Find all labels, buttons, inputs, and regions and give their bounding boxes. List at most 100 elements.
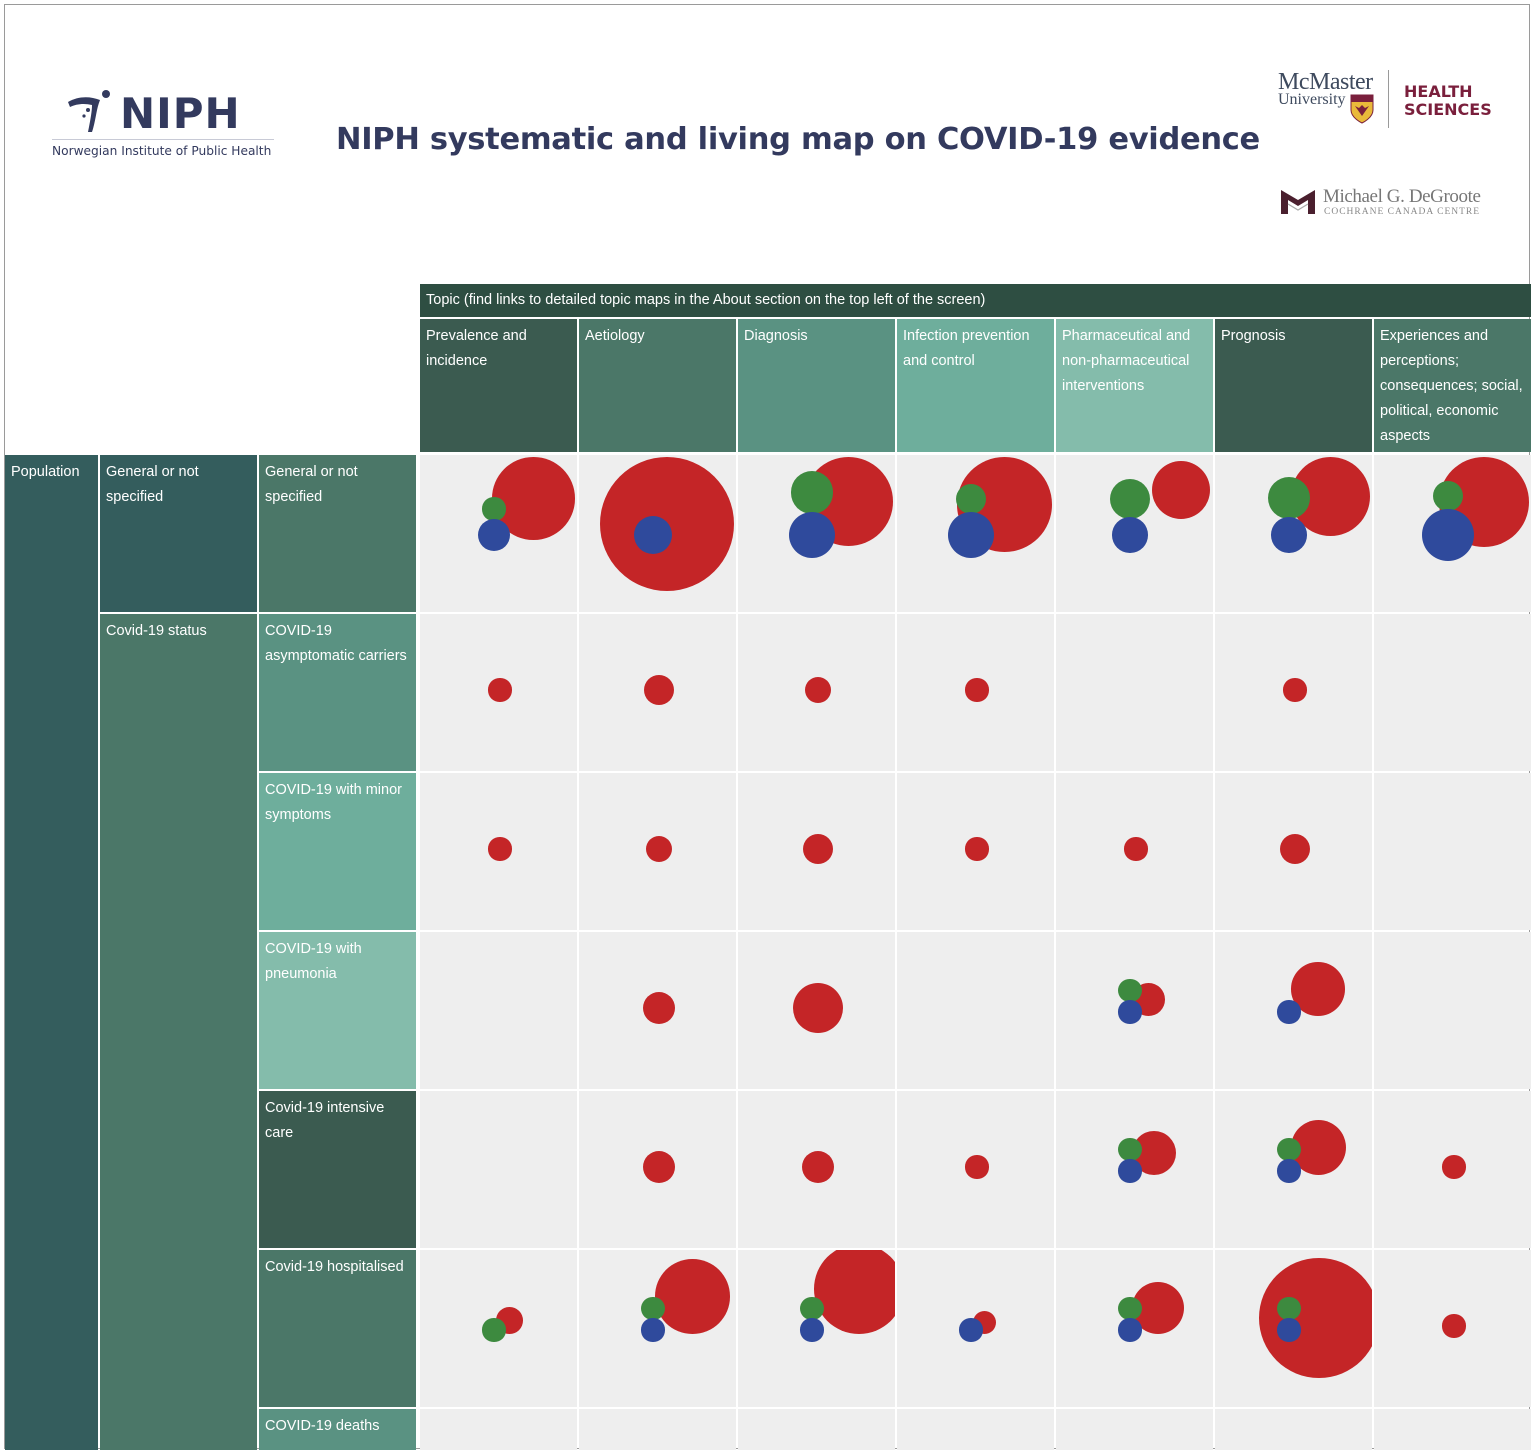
bubble-blue[interactable] <box>1112 517 1148 553</box>
map-cell-covid-19-intensive-care-aetiology[interactable] <box>579 1091 736 1248</box>
row-header-deaths[interactable]: COVID-19 deaths <box>259 1409 416 1450</box>
bubble-red[interactable] <box>488 678 512 702</box>
bubble-green[interactable] <box>1277 1297 1301 1321</box>
bubble-green[interactable] <box>482 497 506 521</box>
map-cell-covid-19-intensive-care-experiences-and-percepti[interactable] <box>1374 1091 1531 1248</box>
map-cell-covid-19-with-pneumonia-prognosis[interactable] <box>1215 932 1372 1089</box>
map-cell-covid-19-hospitalised-diagnosis[interactable] <box>738 1250 895 1407</box>
bubble-blue[interactable] <box>1422 509 1474 561</box>
map-cell-general-or-not-specified-prognosis[interactable] <box>1215 455 1372 612</box>
map-cell-covid-19-with-minor-symptoms-diagnosis[interactable] <box>738 773 895 930</box>
map-cell-covid-19-intensive-care-infection-prevention-and[interactable] <box>897 1091 1054 1248</box>
map-cell-covid-19-intensive-care-prognosis[interactable] <box>1215 1091 1372 1248</box>
bubble-blue[interactable] <box>1277 1318 1301 1342</box>
map-cell-covid-19-deaths-infection-prevention-and[interactable] <box>897 1409 1054 1450</box>
map-cell-covid-19-with-minor-symptoms-experiences-and-percepti[interactable] <box>1374 773 1531 930</box>
map-cell-covid-19-deaths-prevalence-and-incidence[interactable] <box>420 1409 577 1450</box>
bubble-red[interactable] <box>965 837 989 861</box>
column-header-infection-prevention[interactable]: Infection prevention and control <box>897 319 1054 452</box>
bubble-blue[interactable] <box>1271 517 1307 553</box>
map-cell-covid-19-deaths-diagnosis[interactable] <box>738 1409 895 1450</box>
row-header-population[interactable]: Population <box>5 455 98 1450</box>
bubble-red[interactable] <box>801 1150 835 1184</box>
bubble-blue[interactable] <box>959 1318 983 1342</box>
map-cell-general-or-not-specified-experiences-and-percepti[interactable] <box>1374 455 1531 612</box>
map-cell-covid-19-with-pneumonia-aetiology[interactable] <box>579 932 736 1089</box>
bubble-green[interactable] <box>641 1297 665 1321</box>
map-cell-covid-19-intensive-care-pharmaceutical-and-non-p[interactable] <box>1056 1091 1213 1248</box>
bubble-red[interactable] <box>642 1150 676 1184</box>
bubble-green[interactable] <box>956 483 986 514</box>
bubble-blue[interactable] <box>800 1318 824 1342</box>
row-header-pneumonia[interactable]: COVID-19 with pneumonia <box>259 932 416 1089</box>
map-cell-covid-19-with-minor-symptoms-prognosis[interactable] <box>1215 773 1372 930</box>
map-cell-covid-19-asymptomatic-carriers-experiences-and-percepti[interactable] <box>1374 614 1531 771</box>
bubble-red[interactable] <box>1152 460 1211 519</box>
bubble-red[interactable] <box>642 991 676 1025</box>
map-cell-covid-19-with-pneumonia-pharmaceutical-and-non-p[interactable] <box>1056 932 1213 1089</box>
map-cell-covid-19-with-minor-symptoms-infection-prevention-and[interactable] <box>897 773 1054 930</box>
row-group-covid-status[interactable]: Covid-19 status <box>100 614 257 1450</box>
bubble-red[interactable] <box>814 1250 895 1334</box>
column-header-interventions[interactable]: Pharmaceutical and non-pharmaceutical in… <box>1056 319 1213 452</box>
bubble-blue[interactable] <box>1118 1318 1142 1342</box>
row-header-intensive-care[interactable]: Covid-19 intensive care <box>259 1091 416 1248</box>
column-header-prognosis[interactable]: Prognosis <box>1215 319 1372 452</box>
map-cell-covid-19-hospitalised-infection-prevention-and[interactable] <box>897 1250 1054 1407</box>
map-cell-covid-19-deaths-pharmaceutical-and-non-p[interactable] <box>1056 1409 1213 1450</box>
bubble-red[interactable] <box>1280 834 1310 864</box>
bubble-blue[interactable] <box>634 516 672 554</box>
bubble-red[interactable] <box>965 1155 989 1179</box>
bubble-red[interactable] <box>1442 1314 1466 1338</box>
bubble-green[interactable] <box>1118 1138 1142 1162</box>
map-cell-covid-19-hospitalised-prevalence-and-incidence[interactable] <box>420 1250 577 1407</box>
row-header-general[interactable]: General or not specified <box>259 455 416 612</box>
bubble-green[interactable] <box>1433 481 1463 512</box>
map-cell-covid-19-asymptomatic-carriers-infection-prevention-and[interactable] <box>897 614 1054 771</box>
column-header-aetiology[interactable]: Aetiology <box>579 319 736 452</box>
bubble-red[interactable] <box>644 675 674 705</box>
map-cell-covid-19-with-pneumonia-infection-prevention-and[interactable] <box>897 932 1054 1089</box>
bubble-blue[interactable] <box>1118 1159 1142 1183</box>
map-cell-general-or-not-specified-pharmaceutical-and-non-p[interactable] <box>1056 455 1213 612</box>
bubble-red[interactable] <box>488 837 512 861</box>
bubble-blue[interactable] <box>1118 1000 1142 1024</box>
column-header-experiences[interactable]: Experiences and perceptions; consequence… <box>1374 319 1531 452</box>
map-cell-covid-19-asymptomatic-carriers-prevalence-and-incidence[interactable] <box>420 614 577 771</box>
map-cell-covid-19-deaths-aetiology[interactable] <box>579 1409 736 1450</box>
bubble-red[interactable] <box>1259 1258 1372 1378</box>
map-cell-covid-19-with-pneumonia-diagnosis[interactable] <box>738 932 895 1089</box>
row-header-hospitalised[interactable]: Covid-19 hospitalised <box>259 1250 416 1407</box>
map-cell-covid-19-asymptomatic-carriers-diagnosis[interactable] <box>738 614 895 771</box>
map-cell-covid-19-with-minor-symptoms-aetiology[interactable] <box>579 773 736 930</box>
bubble-green[interactable] <box>1277 1138 1301 1162</box>
column-header-prevalence[interactable]: Prevalence and incidence <box>420 319 577 452</box>
bubble-green[interactable] <box>1118 1297 1142 1321</box>
degroote-logo[interactable]: Michael G. DeGroote COCHRANE CANADA CENT… <box>1280 186 1490 220</box>
row-header-asymptomatic[interactable]: COVID-19 asymptomatic carriers <box>259 614 416 771</box>
bubble-green[interactable] <box>1267 476 1311 520</box>
bubble-red[interactable] <box>1124 837 1148 861</box>
bubble-red[interactable] <box>1442 1155 1466 1179</box>
map-cell-general-or-not-specified-diagnosis[interactable] <box>738 455 895 612</box>
row-group-general[interactable]: General or not specified <box>100 455 257 612</box>
bubble-blue[interactable] <box>1277 1159 1301 1183</box>
bubble-blue[interactable] <box>641 1318 665 1342</box>
bubble-red[interactable] <box>803 834 833 864</box>
map-cell-covid-19-hospitalised-experiences-and-percepti[interactable] <box>1374 1250 1531 1407</box>
map-cell-covid-19-deaths-experiences-and-percepti[interactable] <box>1374 1409 1531 1450</box>
map-cell-covid-19-hospitalised-pharmaceutical-and-non-p[interactable] <box>1056 1250 1213 1407</box>
map-cell-covid-19-intensive-care-prevalence-and-incidence[interactable] <box>420 1091 577 1248</box>
mcmaster-logo[interactable]: McMaster University HEALTH SCIENCES <box>1278 70 1492 132</box>
map-cell-covid-19-asymptomatic-carriers-prognosis[interactable] <box>1215 614 1372 771</box>
bubble-blue[interactable] <box>788 511 836 559</box>
map-cell-covid-19-asymptomatic-carriers-pharmaceutical-and-non-p[interactable] <box>1056 614 1213 771</box>
bubble-green[interactable] <box>482 1318 506 1342</box>
map-cell-covid-19-with-minor-symptoms-prevalence-and-incidence[interactable] <box>420 773 577 930</box>
bubble-green[interactable] <box>1109 479 1151 520</box>
topic-header[interactable]: Topic (find links to detailed topic maps… <box>420 284 1531 317</box>
map-cell-covid-19-with-pneumonia-experiences-and-percepti[interactable] <box>1374 932 1531 1089</box>
map-cell-covid-19-intensive-care-diagnosis[interactable] <box>738 1091 895 1248</box>
map-cell-covid-19-with-minor-symptoms-pharmaceutical-and-non-p[interactable] <box>1056 773 1213 930</box>
niph-logo[interactable]: NIPH Norwegian Institute of Public Healt… <box>52 86 277 166</box>
